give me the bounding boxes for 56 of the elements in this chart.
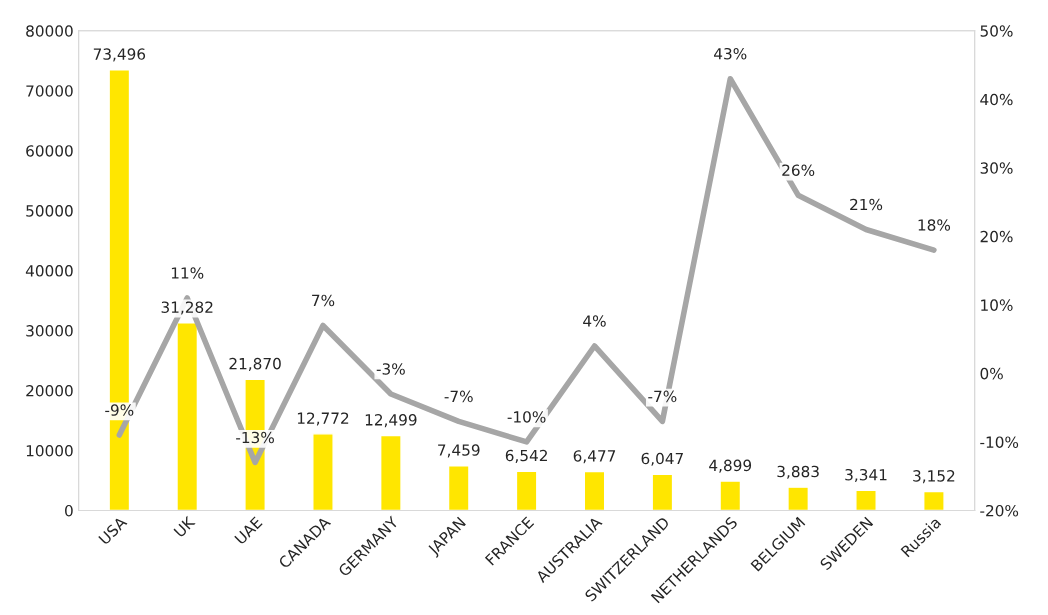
data-label: 21,870: [229, 357, 281, 371]
y2-tick-label: 0%: [980, 367, 1003, 380]
bar: [583, 470, 606, 511]
data-label: -9%: [105, 404, 134, 416]
data-label: 6,477: [573, 450, 616, 464]
data-label: 7%: [312, 294, 335, 307]
data-label: 3,883: [777, 465, 819, 479]
data-label: 12,772: [297, 412, 349, 426]
data-label: 73,496: [93, 48, 146, 62]
y-tick-label: 10000: [26, 444, 73, 457]
y2-tick-label: 30%: [980, 162, 1013, 174]
bar: [379, 434, 402, 511]
bar: [719, 480, 742, 511]
data-label: 4%: [583, 315, 606, 327]
data-label: 43%: [714, 47, 747, 60]
y-tick-label: 40000: [25, 265, 73, 277]
bar: [447, 465, 470, 511]
bar: [312, 433, 334, 511]
bar: [855, 489, 877, 511]
data-label: -7%: [648, 390, 677, 403]
data-label: 3,152: [913, 470, 955, 484]
y2-tick-label: 40%: [980, 93, 1013, 106]
bar: [787, 486, 810, 511]
data-label: 21%: [850, 198, 883, 211]
bar: [651, 473, 674, 511]
data-label: -3%: [376, 363, 405, 375]
data-label: -7%: [444, 390, 473, 403]
data-label: 26%: [782, 164, 815, 176]
bar: [923, 490, 945, 511]
y-tick-label: 30000: [26, 325, 73, 337]
data-label: 3,341: [845, 468, 887, 483]
data-label: 6,542: [505, 449, 547, 463]
y2-tick-label: -20%: [980, 504, 1019, 517]
bar: [176, 322, 199, 511]
y-tick-label: 50000: [26, 205, 73, 217]
y2-tick-label: 50%: [980, 25, 1013, 37]
y-tick-label: 0: [65, 504, 73, 517]
x-tick-label: USA: [98, 515, 128, 546]
y-tick-label: 80000: [26, 25, 73, 37]
y2-tick-label: 10%: [981, 299, 1013, 311]
data-label: 4,899: [709, 459, 752, 473]
bar: [515, 470, 538, 511]
data-label: 6,047: [641, 452, 683, 466]
y-tick-label: 60000: [26, 145, 73, 157]
data-label: 11%: [171, 267, 204, 279]
y-tick-label: 20000: [26, 384, 73, 397]
x-tick-label: UK: [173, 515, 196, 538]
data-label: 12,499: [365, 414, 417, 428]
y-tick-label: 70000: [26, 85, 73, 97]
y2-tick-label: 20%: [980, 230, 1013, 243]
data-label: -10%: [507, 411, 546, 423]
y2-tick-label: -10%: [980, 436, 1019, 448]
data-label: 18%: [918, 219, 951, 231]
data-label: -13%: [236, 431, 274, 444]
data-label: 7,459: [438, 444, 480, 458]
data-label: 31,282: [161, 301, 213, 315]
